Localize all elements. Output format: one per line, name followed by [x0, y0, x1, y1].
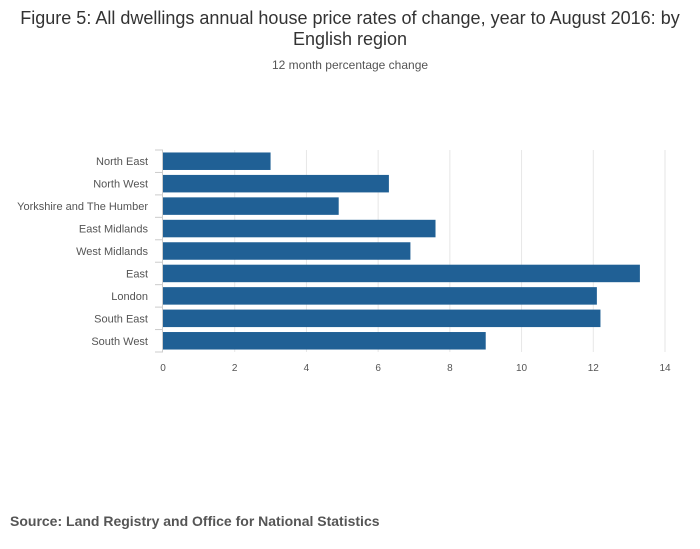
bar	[163, 242, 411, 260]
category-label: South West	[91, 336, 148, 348]
bar	[163, 174, 389, 193]
source-note: Source: Land Registry and Office for Nat…	[10, 513, 380, 529]
x-tick-label: 14	[659, 363, 671, 374]
bar	[163, 332, 486, 350]
x-tick-label: 0	[160, 363, 166, 374]
bar	[163, 197, 339, 215]
category-label: North West	[93, 179, 148, 191]
x-tick-label: 2	[232, 363, 238, 374]
category-label: West Midlands	[76, 246, 148, 258]
chart-subtitle: 12 month percentage change	[271, 58, 429, 72]
bar	[163, 264, 640, 283]
x-tick-label: 4	[304, 363, 310, 374]
category-label: North East	[96, 156, 148, 168]
bar	[163, 219, 436, 238]
bar	[163, 309, 601, 328]
x-tick-label: 6	[375, 363, 381, 374]
category-label: East Midlands	[79, 224, 149, 236]
category-label: South East	[94, 313, 148, 325]
x-tick-label: 12	[588, 363, 600, 374]
bar	[163, 287, 597, 305]
category-label: East	[126, 268, 148, 280]
category-label: London	[111, 291, 148, 303]
bar	[163, 152, 271, 170]
x-tick-label: 8	[447, 363, 453, 374]
chart-title: Figure 5: All dwellings annual house pri…	[20, 8, 680, 49]
x-tick-label: 10	[516, 363, 528, 374]
category-label: Yorkshire and The Humber	[17, 201, 148, 213]
